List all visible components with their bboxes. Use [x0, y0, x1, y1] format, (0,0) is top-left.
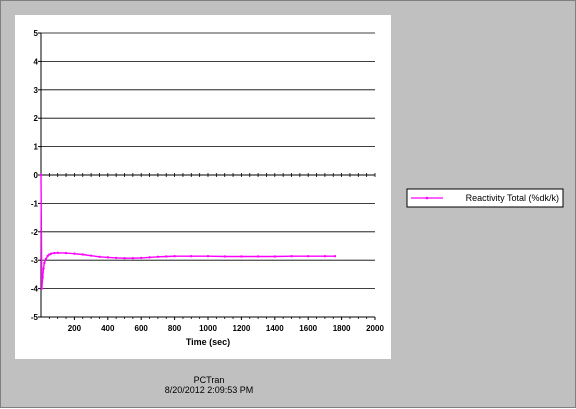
x-tick-label: 600 — [135, 324, 149, 333]
y-tick-label: 4 — [34, 57, 39, 66]
legend-swatch-marker — [425, 196, 429, 200]
series-point — [64, 251, 68, 255]
series-point — [49, 252, 53, 255]
series-point — [131, 257, 135, 260]
x-axis-title: Time (sec) — [186, 337, 230, 347]
series-point — [44, 257, 48, 260]
y-tick-label: 2 — [34, 114, 39, 123]
x-tick-label: 400 — [101, 324, 115, 333]
series-point — [123, 257, 126, 260]
y-tick-label: -5 — [31, 313, 39, 322]
x-tick-label: 1200 — [233, 324, 251, 333]
y-tick-label: -1 — [31, 199, 39, 208]
tick-labels: 5 4 3 2 1 0 -1 -2 -3 -4 -5 200 400 600 800 1000 1200 1400… — [31, 29, 385, 333]
series-point — [148, 256, 151, 259]
series-point — [307, 255, 310, 258]
series-point — [273, 255, 276, 258]
series-point — [206, 255, 210, 258]
series-point — [42, 267, 45, 270]
series-point — [165, 255, 168, 258]
x-tick-label: 1400 — [266, 324, 284, 333]
y-tick-label: 0 — [34, 171, 39, 180]
tick-marks — [38, 32, 376, 320]
x-tick-label: 1000 — [199, 324, 217, 333]
series-point — [98, 255, 101, 258]
series-point — [140, 256, 143, 260]
series-point — [156, 255, 160, 258]
series-point — [333, 255, 337, 258]
series-point — [173, 255, 176, 258]
y-tick-label: 5 — [34, 29, 39, 38]
series-point — [41, 276, 44, 279]
x-tick-label: 2000 — [366, 324, 384, 333]
x-tick-label: 200 — [68, 324, 82, 333]
series-point — [223, 255, 226, 258]
series-point — [40, 287, 44, 290]
series-point — [190, 255, 193, 258]
series-point — [106, 256, 110, 259]
series-point — [73, 252, 76, 255]
series-point — [323, 255, 327, 258]
series-point — [240, 255, 243, 258]
series-layer — [39, 173, 337, 290]
x-tick-label: 800 — [168, 324, 182, 333]
legend-box — [406, 188, 564, 208]
y-tick-label: -3 — [31, 256, 39, 265]
series-point — [290, 255, 293, 258]
series-point — [89, 254, 93, 257]
series-point — [53, 251, 56, 255]
series-point — [81, 253, 84, 256]
y-tick-label: 1 — [34, 143, 39, 152]
legend-label: Reactivity Total (%dk/k) — [466, 193, 559, 203]
app-name: PCTran — [194, 375, 225, 385]
series-point — [46, 254, 49, 258]
x-tick-label: 1800 — [333, 324, 351, 333]
y-tick-label: -4 — [31, 285, 39, 294]
series-point — [56, 251, 59, 255]
series-point — [256, 255, 260, 258]
footer-timestamp: 8/20/2012 2:09:53 PM — [165, 385, 254, 395]
gridlines — [41, 32, 375, 290]
legend: Reactivity Total (%dk/k) — [406, 188, 564, 208]
y-tick-label: -2 — [31, 228, 39, 237]
series-point — [43, 261, 46, 265]
x-tick-label: 1600 — [299, 324, 317, 333]
plot-panel — [15, 15, 391, 359]
y-tick-label: 3 — [34, 86, 39, 95]
series-point — [114, 256, 118, 260]
series-point — [39, 173, 43, 177]
